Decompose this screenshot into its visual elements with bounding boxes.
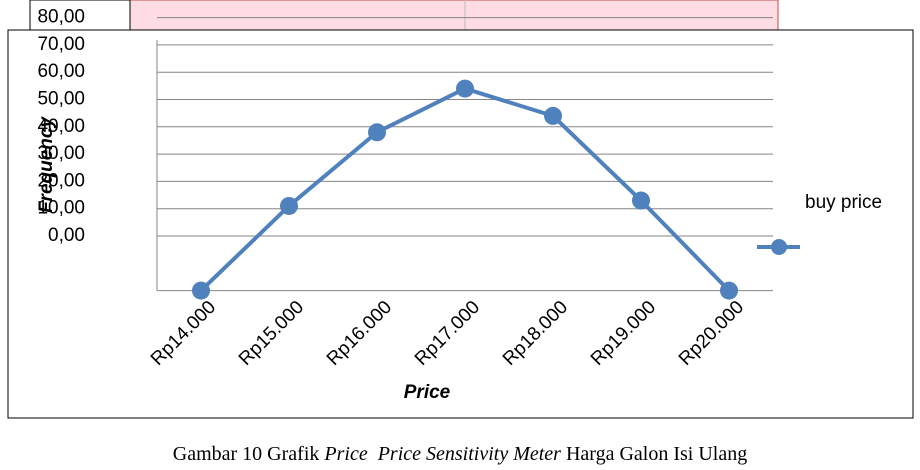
- caption-part: [368, 443, 378, 465]
- y-tick-label: 0,00: [48, 225, 85, 246]
- data-point: [544, 106, 562, 125]
- y-tick-label: 20,00: [37, 170, 85, 191]
- legend-marker: [771, 239, 787, 255]
- background-panel: [129, 0, 779, 31]
- y-tick-label: 40,00: [37, 116, 85, 137]
- caption-part: Price Sensitivity Meter: [377, 443, 561, 465]
- y-tick-label: 60,00: [37, 61, 85, 82]
- caption-part: Harga Galon Isi Ulang: [561, 443, 747, 465]
- caption-part: Gambar 10 Grafik: [173, 443, 325, 465]
- data-point: [280, 196, 298, 215]
- data-point: [192, 281, 210, 300]
- y-tick-label: 70,00: [37, 34, 85, 55]
- label-box: [29, 0, 131, 31]
- data-point: [632, 191, 650, 210]
- caption-part: Price: [323, 443, 367, 465]
- data-point: [720, 281, 738, 300]
- y-axis-label: Frequency: [36, 116, 57, 214]
- y-tick-label: 30,00: [37, 143, 85, 164]
- x-axis-label: Price: [404, 382, 451, 403]
- y-tick-label: 50,00: [37, 89, 85, 110]
- y-tick-label: 80,00: [37, 7, 85, 28]
- caption: Gambar 10 Grafik Price Price Sensitivity…: [173, 443, 747, 465]
- y-tick-label: 10,00: [37, 198, 85, 219]
- legend-label: buy price: [805, 192, 882, 213]
- data-point: [456, 79, 474, 98]
- data-point: [368, 123, 386, 142]
